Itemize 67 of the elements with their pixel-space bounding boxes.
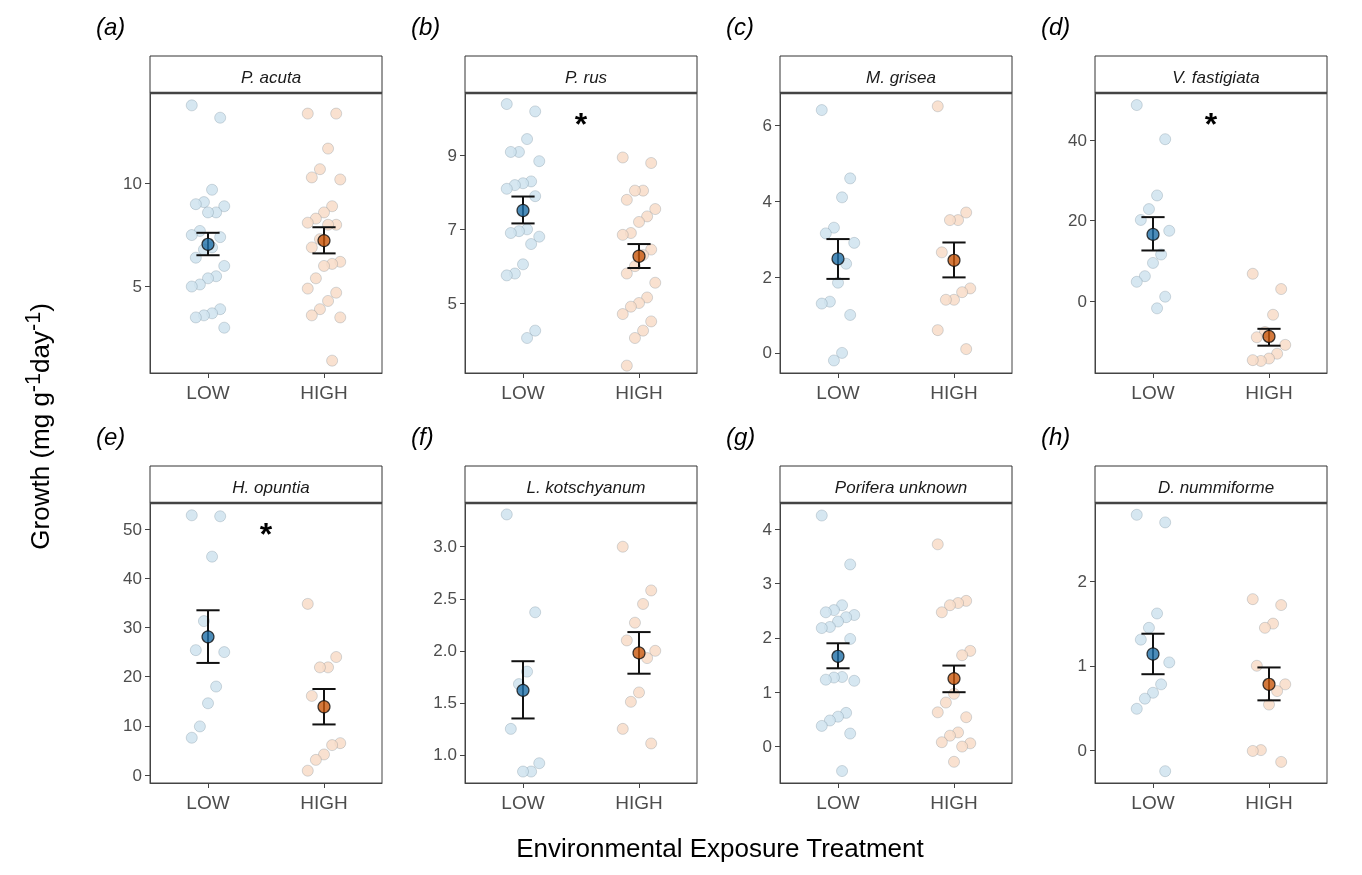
x-tick-label: HIGH (930, 792, 978, 813)
y-tick-label: 4 (762, 191, 772, 211)
x-tick-label: HIGH (615, 792, 663, 813)
y-tick-label: 7 (447, 219, 457, 239)
x-tick-label: LOW (816, 382, 860, 403)
y-tick-label: 0 (762, 343, 772, 363)
y-tick-label: 1.0 (433, 745, 457, 765)
y-tick-label: 30 (123, 618, 142, 637)
x-tick-label: HIGH (1245, 382, 1293, 403)
text: (e) (96, 422, 126, 450)
y-tick-label: 2 (1077, 571, 1087, 591)
text: (d) (1041, 12, 1071, 40)
annotation: * (1204, 106, 1218, 142)
x-tick-label: LOW (501, 382, 545, 403)
x-tick-label: HIGH (300, 792, 348, 813)
x-tick-label: HIGH (300, 382, 348, 403)
y-tick-label: 3.0 (433, 537, 457, 557)
text: (c) (726, 12, 754, 40)
y-tick-label: 40 (1068, 130, 1087, 150)
x-tick-label: HIGH (930, 382, 978, 403)
chart-title: D. nummiforme (1157, 478, 1275, 497)
y-tick-label: 0 (1077, 740, 1087, 760)
x-tick-label: LOW (186, 792, 230, 813)
annotation: * (259, 516, 273, 552)
x-tick-label: LOW (816, 792, 860, 813)
chart-title: V. fastigiata (1172, 68, 1260, 87)
y-tick-label: 10 (123, 716, 142, 736)
y-tick-label: 1 (1077, 656, 1087, 676)
y-tick-label: 50 (123, 519, 142, 539)
y-tick-label: 5 (447, 293, 457, 313)
y-tick-label: 2 (762, 267, 772, 287)
y-tick-label: 5 (132, 277, 142, 297)
y-tick-label: 0 (1077, 291, 1087, 311)
x-tick-label: LOW (1131, 382, 1175, 403)
chart-title: P. rus (564, 68, 608, 87)
y-tick-label: 2.0 (433, 641, 457, 661)
chart-title: H. opuntia (232, 478, 310, 497)
text: (g) (726, 422, 756, 450)
y-tick-label: 6 (762, 115, 772, 135)
x-tick-label: LOW (1131, 792, 1175, 813)
annotation: * (574, 106, 588, 142)
text: (h) (1041, 422, 1071, 450)
x-tick-label: HIGH (1245, 792, 1293, 813)
y-tick-label: 1 (762, 682, 772, 702)
y-tick-label: 1.5 (433, 693, 457, 713)
y-tick-label: 3 (762, 573, 772, 593)
y-tick-label: 40 (123, 568, 142, 588)
x-axis-title: Environmental Exposure Treatment (515, 833, 925, 864)
text: (a) (96, 12, 126, 40)
y-tick-label: 20 (1068, 211, 1087, 231)
chart-title: M. grisea (866, 68, 936, 87)
y-tick-label: 0 (132, 765, 142, 785)
y-tick-label: 2 (762, 628, 772, 648)
chart-title: Porifera unknown (834, 478, 968, 497)
x-tick-label: LOW (186, 382, 230, 403)
chart-title: P. acuta (240, 68, 302, 87)
x-tick-label: HIGH (615, 382, 663, 403)
y-tick-label: 2.5 (433, 589, 457, 609)
text: (f) (411, 422, 434, 450)
y-tick-label: 0 (762, 737, 772, 757)
chart-title: L. kotschyanum (526, 478, 646, 497)
text: (b) (411, 12, 441, 40)
y-tick-label: 20 (123, 667, 142, 687)
y-tick-label: 4 (762, 519, 772, 539)
y-tick-label: 10 (123, 174, 142, 194)
y-tick-label: 9 (447, 146, 457, 166)
x-tick-label: LOW (501, 792, 545, 813)
